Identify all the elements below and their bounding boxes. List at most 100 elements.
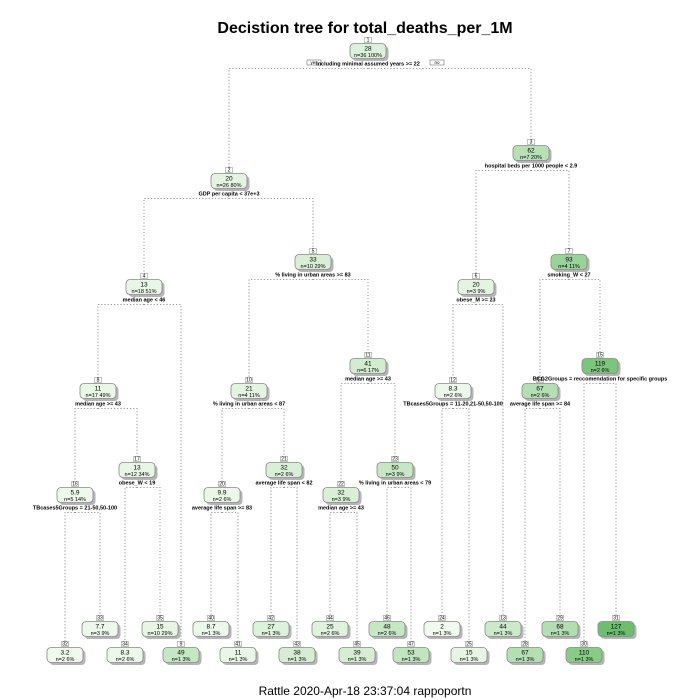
node-id-tag	[156, 615, 164, 621]
node-id-tag	[499, 615, 507, 621]
node-box	[550, 254, 588, 270]
node-box	[450, 647, 488, 663]
tree-node-32: 32 3.2n=2 6%	[46, 641, 86, 665]
node-id-tag	[245, 377, 253, 383]
node-box	[230, 383, 268, 399]
node-id: 41	[235, 641, 241, 647]
tree-node-25: 25 15n=1 3%	[450, 641, 490, 665]
node-split-rule: Including minimal assumed years >= 22	[316, 62, 420, 68]
tree-node-1: 1 28n=36 100% Including minimal assumed ye…	[316, 37, 420, 67]
node-value: 48	[383, 624, 391, 631]
node-split-rule: % living in urban areas >= 83	[275, 273, 351, 279]
node-count: n=18 51%	[132, 289, 157, 295]
node-id-tag	[309, 248, 317, 254]
node-box	[541, 621, 579, 637]
node-box	[349, 358, 387, 374]
node-box	[423, 621, 461, 637]
node-id: 5	[312, 248, 315, 254]
node-id: 13	[500, 615, 506, 621]
node-id-tag	[94, 377, 102, 383]
chart-title: Decistion tree for total_deaths_per_1M	[217, 20, 513, 37]
node-value: 15	[465, 650, 473, 657]
node-id: 14	[537, 377, 543, 383]
tree-edges	[64, 68, 617, 643]
node-split-rule: % living in urban areas < 79	[359, 481, 431, 487]
tree-edge-7-14	[539, 279, 569, 379]
node-split-rule: % living in urban areas < 87	[213, 402, 285, 408]
node-id: 4	[143, 273, 146, 279]
node-count: n=2 6%	[321, 631, 340, 637]
node-value: 32	[337, 490, 345, 497]
node-id: 34	[122, 641, 128, 647]
tree-edge-10-20	[221, 408, 249, 483]
node-id-tag	[556, 615, 564, 621]
tree-edge-21-43	[284, 487, 298, 643]
tree-node-9: 9 49n=1 3%	[162, 641, 202, 665]
node-count: n=1 3%	[229, 657, 248, 663]
tree-node-12: 12 8.3n=2 6% TBcases5Groups = 11-20,21-50,…	[403, 377, 503, 407]
node-id: 1	[367, 37, 370, 43]
node-box	[506, 647, 544, 663]
tree-edge-6-12	[452, 304, 476, 379]
tree-edge-20-40	[210, 512, 222, 617]
node-value: 49	[177, 650, 185, 657]
node-box	[581, 358, 619, 374]
node-id: 29	[557, 615, 563, 621]
branch-no-text: no	[434, 60, 440, 65]
node-count: n=1 3%	[575, 657, 594, 663]
node-count: n=17 49%	[86, 393, 111, 399]
node-count: n=3 9%	[467, 289, 486, 295]
root-branch-label-no: no	[429, 59, 445, 66]
node-count: n=1 3%	[551, 631, 570, 637]
tree-node-41: 41 11n=1 3%	[219, 641, 259, 665]
node-id-tag	[133, 456, 141, 462]
node-id: 11	[365, 352, 370, 358]
tree-edge-8-17	[98, 408, 138, 458]
node-box	[252, 621, 290, 637]
node-value: 8.3	[448, 386, 457, 393]
node-id-tag	[280, 456, 288, 462]
node-id: 20	[219, 481, 225, 487]
node-value: 13	[140, 282, 148, 289]
tree-node-6: 6 20n=3 9% obese_M >= 23	[456, 273, 497, 304]
node-id: 10	[246, 377, 252, 383]
node-count: n=1 3%	[402, 657, 421, 663]
node-box	[392, 647, 430, 663]
node-id: 3	[530, 139, 533, 145]
node-count: n=1 3%	[202, 631, 221, 637]
node-box	[203, 487, 241, 503]
tree-edge-5-11	[313, 279, 369, 354]
node-value: 20	[472, 282, 480, 289]
node-id-tag	[565, 248, 573, 254]
tree-edge-20-41	[222, 512, 239, 643]
node-id-tag	[438, 615, 446, 621]
node-count: n=2 6%	[56, 657, 75, 663]
node-box	[56, 487, 94, 503]
node-id-tag	[383, 615, 391, 621]
node-count: n=10 29%	[148, 631, 173, 637]
tree-edge-16-33	[75, 512, 101, 617]
node-id-tag	[207, 615, 215, 621]
node-id: 28	[522, 641, 528, 647]
tree-edge-11-23	[368, 383, 396, 458]
node-count: n=1 3%	[460, 657, 479, 663]
tree-node-44: 44 25n=2 6%	[311, 615, 351, 639]
node-count: n=1 3%	[172, 657, 191, 663]
node-value: 119	[595, 361, 606, 368]
tree-edge-5-10	[248, 279, 313, 379]
node-id: 42	[268, 615, 274, 621]
tree-edge-23-46	[386, 487, 395, 617]
node-id-tag	[449, 377, 457, 383]
node-count: n=1 3%	[433, 631, 452, 637]
node-count: n=2 6%	[275, 472, 294, 478]
node-box	[278, 647, 316, 663]
tree-edge-11-22	[340, 383, 368, 483]
node-split-rule: hospital beds per 1000 people < 2.9	[485, 164, 577, 170]
node-id-tag	[218, 481, 226, 487]
tree-node-20: 20 9.9n=2 6% average life span >= 83	[192, 481, 252, 511]
tree-edge-7-15	[569, 279, 601, 354]
node-id-tag	[293, 641, 301, 647]
node-id-tag	[140, 273, 148, 279]
node-split-rule: median age < 46	[123, 298, 166, 304]
